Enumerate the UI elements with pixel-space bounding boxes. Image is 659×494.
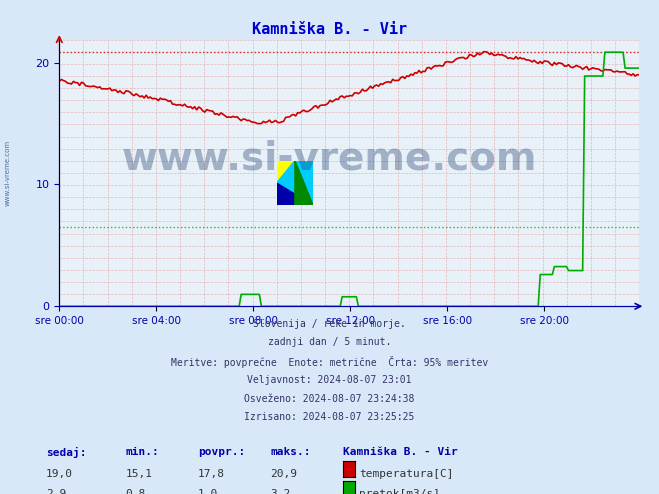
Text: Osveženo: 2024-08-07 23:24:38: Osveženo: 2024-08-07 23:24:38 [244,394,415,404]
Text: 1,0: 1,0 [198,489,218,494]
Text: temperatura[C]: temperatura[C] [359,469,453,479]
Text: povpr.:: povpr.: [198,447,245,457]
Text: zadnji dan / 5 minut.: zadnji dan / 5 minut. [268,337,391,347]
Text: pretok[m3/s]: pretok[m3/s] [359,489,440,494]
Polygon shape [277,161,295,183]
Polygon shape [295,161,313,205]
Text: Veljavnost: 2024-08-07 23:01: Veljavnost: 2024-08-07 23:01 [247,375,412,385]
Text: www.si-vreme.com: www.si-vreme.com [122,139,537,177]
Text: 2,9: 2,9 [46,489,67,494]
Text: maks.:: maks.: [270,447,310,457]
Text: 17,8: 17,8 [198,469,225,479]
Text: 20,9: 20,9 [270,469,297,479]
Text: 19,0: 19,0 [46,469,73,479]
Text: Kamniška B. - Vir: Kamniška B. - Vir [343,447,457,457]
Polygon shape [277,161,313,205]
Text: Kamniška B. - Vir: Kamniška B. - Vir [252,22,407,37]
Text: Meritve: povprečne  Enote: metrične  Črta: 95% meritev: Meritve: povprečne Enote: metrične Črta:… [171,356,488,368]
Text: min.:: min.: [125,447,159,457]
Text: www.si-vreme.com: www.si-vreme.com [5,140,11,206]
Text: 0,8: 0,8 [125,489,146,494]
Text: Izrisano: 2024-08-07 23:25:25: Izrisano: 2024-08-07 23:25:25 [244,412,415,422]
Text: 15,1: 15,1 [125,469,152,479]
Polygon shape [277,183,313,205]
Text: Slovenija / reke in morje.: Slovenija / reke in morje. [253,319,406,329]
Text: 3,2: 3,2 [270,489,291,494]
Text: sedaj:: sedaj: [46,447,86,458]
